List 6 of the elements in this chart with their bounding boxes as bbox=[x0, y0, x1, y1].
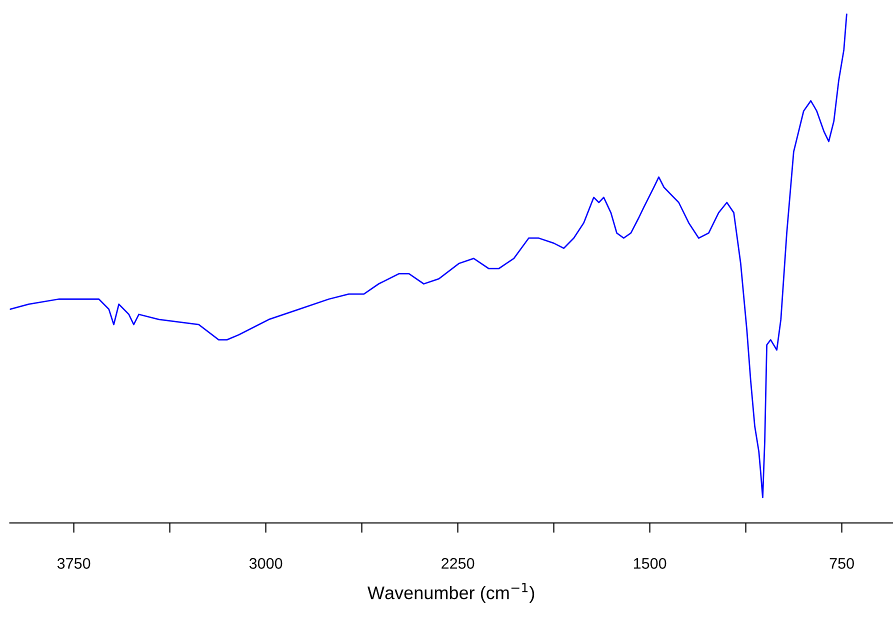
x-tick-label: 2250 bbox=[442, 558, 474, 569]
x-axis-title: Wavenumber (cm$^{−1}$) bbox=[368, 582, 534, 603]
x-tick-label: 750 bbox=[830, 558, 854, 569]
x-tick-label: 3000 bbox=[249, 558, 282, 569]
x-tick-label: 3750 bbox=[57, 558, 90, 569]
x-tick-label: 1500 bbox=[634, 558, 666, 569]
